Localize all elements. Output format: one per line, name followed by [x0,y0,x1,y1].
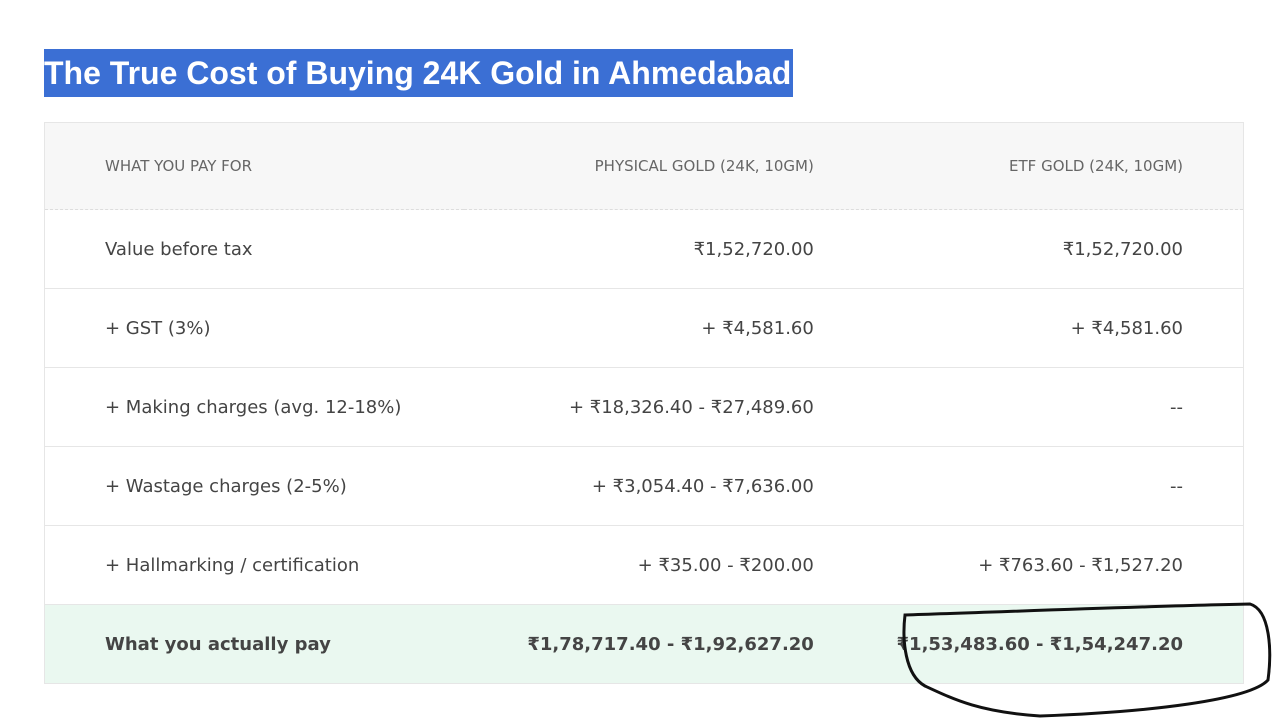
table-cell: + ₹18,326.40 - ₹27,489.60 [464,367,874,447]
table-body: Value before tax ₹1,52,720.00 ₹1,52,720.00… [44,209,1244,684]
table-row: + Wastage charges (2-5%) + ₹3,054.40 - ₹7… [44,446,1244,526]
table-cell: Value before tax [44,209,465,289]
header-row: WHAT YOU PAY FOR PHYSICAL GOLD (24K, 10GM… [44,122,1244,210]
table-cell: + Wastage charges (2-5%) [44,446,465,526]
table-row: + Hallmarking / certification + ₹35.00 - … [44,525,1244,605]
column-header: WHAT YOU PAY FOR [44,122,465,210]
table-cell: + GST (3%) [44,288,465,368]
table-cell: ₹1,52,720.00 [464,209,874,289]
table-cell: + ₹3,054.40 - ₹7,636.00 [464,446,874,526]
table-cell: + ₹4,581.60 [464,288,874,368]
table-cell: ₹1,53,483.60 - ₹1,54,247.20 [873,604,1244,684]
table-cell: ₹1,78,717.40 - ₹1,92,627.20 [464,604,874,684]
table-cell: -- [873,367,1244,447]
title: The True Cost of Buying 24K Gold in Ahme… [44,49,794,97]
cost-table: WHAT YOU PAY FOR PHYSICAL GOLD (24K, 10GM… [44,122,1244,684]
table-cell: + ₹4,581.60 [873,288,1244,368]
column-header: PHYSICAL GOLD (24K, 10GM) [464,122,874,210]
column-header: ETF GOLD (24K, 10GM) [873,122,1244,210]
table-cell: -- [873,446,1244,526]
table-row: + Making charges (avg. 12-18%) + ₹18,326.… [44,367,1244,447]
table-cell: What you actually pay [44,604,465,684]
table-row: What you actually pay ₹1,78,717.40 - ₹1,9… [44,604,1244,684]
table-cell: + ₹763.60 - ₹1,527.20 [873,525,1244,605]
table-cell: + Hallmarking / certification [44,525,465,605]
table-cell: + ₹35.00 - ₹200.00 [464,525,874,605]
table-row: Value before tax ₹1,52,720.00 ₹1,52,720.00 [44,209,1244,289]
table-cell: + Making charges (avg. 12-18%) [44,367,465,447]
table-row: + GST (3%) + ₹4,581.60 + ₹4,581.60 [44,288,1244,368]
table-cell: ₹1,52,720.00 [873,209,1244,289]
